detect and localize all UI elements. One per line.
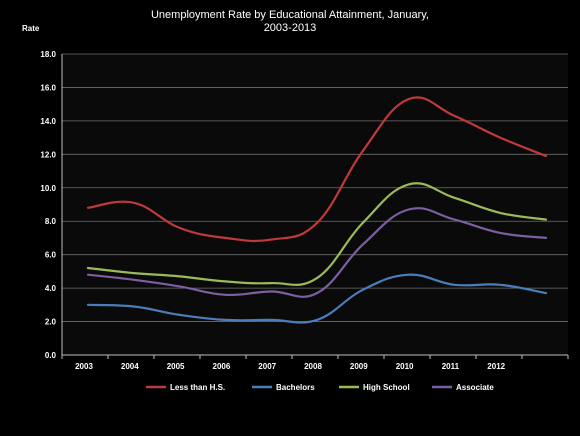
x-tick-label: 2005	[167, 362, 185, 371]
legend-label-associate: Associate	[456, 383, 494, 392]
y-tick-label: 2.0	[45, 318, 57, 327]
x-tick-label: 2006	[213, 362, 231, 371]
legend-label-less-than-h-s: Less than H.S.	[170, 383, 225, 392]
legend-label-bachelors: Bachelors	[276, 383, 315, 392]
x-tick-label: 2004	[121, 362, 139, 371]
series-line-high-school	[86, 182, 548, 286]
y-tick-label: 4.0	[45, 284, 57, 293]
y-tick-label: 10.0	[40, 184, 56, 193]
series-line-associate	[86, 207, 548, 298]
chart-title-line-1: Unemployment Rate by Educational Attainm…	[151, 9, 429, 21]
x-tick-label: 2003	[75, 362, 93, 371]
y-axis-label: Rate	[22, 24, 40, 33]
x-tick-label: 2012	[487, 362, 505, 371]
chart-title-line-2: 2003-2013	[264, 22, 317, 34]
y-tick-label: 6.0	[45, 251, 57, 260]
legend-label-high-school: High School	[363, 383, 410, 392]
x-tick-label: 2010	[396, 362, 414, 371]
x-tick-label: 2009	[350, 362, 368, 371]
legend: Less than H.S. Bachelors High School Associ…	[146, 383, 494, 392]
y-tick-label: 12.0	[40, 150, 56, 159]
x-tick-label: 2008	[304, 362, 322, 371]
y-tick-label: 8.0	[45, 217, 57, 226]
plot-area: 0.0 2.0 4.0 6.0 8.0 10.0 12.0 14.0 16.0 18.0 2003 2…	[40, 50, 569, 371]
y-tick-label: 0.0	[45, 351, 57, 360]
series-line-less-than-h-s	[86, 96, 548, 243]
y-tick-label: 16.0	[40, 83, 56, 92]
x-tick-label: 2007	[258, 362, 276, 371]
plot-background	[62, 54, 568, 355]
series-line-bachelors	[86, 273, 548, 324]
y-tick-label: 14.0	[40, 117, 56, 126]
y-tick-label: 18.0	[40, 50, 56, 59]
x-tick-label: 2011	[442, 362, 460, 371]
